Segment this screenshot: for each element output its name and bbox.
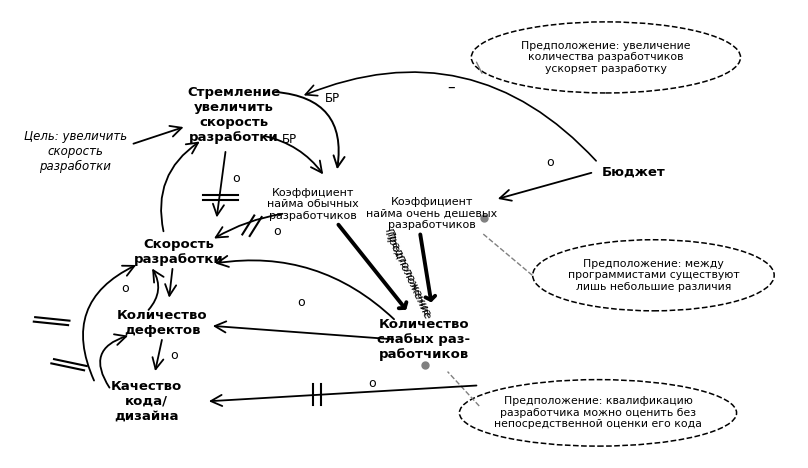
Text: БР: БР (325, 92, 340, 105)
Text: Бюджет: Бюджет (602, 166, 666, 179)
Text: о: о (233, 173, 240, 185)
Text: Качество
кода/
дизайна: Качество кода/ дизайна (111, 380, 183, 423)
Text: о: о (273, 225, 281, 238)
Text: БР: БР (282, 133, 297, 146)
Text: Предположение: между
программистами существуют
лишь небольшие различия: Предположение: между программистами суще… (567, 259, 739, 292)
Text: Предположение: Предположение (383, 227, 433, 319)
Text: Количество
дефектов: Количество дефектов (117, 309, 208, 337)
Text: Количество
слабых раз-
работчиков: Количество слабых раз- работчиков (377, 318, 470, 361)
Text: Цель: увеличить
скорость
разработки: Цель: увеличить скорость разработки (23, 130, 127, 173)
Text: Коэффициент
найма обычных
разработчиков: Коэффициент найма обычных разработчиков (267, 188, 359, 221)
Text: –: – (448, 80, 456, 95)
Text: Коэффициент
найма очень дешевых
разработчиков: Коэффициент найма очень дешевых разработ… (366, 197, 498, 230)
Text: Предположение: Предположение (383, 229, 433, 321)
Text: о: о (368, 377, 377, 389)
Text: о: о (170, 350, 179, 363)
Text: Скорость
разработки: Скорость разработки (133, 238, 223, 266)
Text: о: о (547, 156, 554, 169)
Text: о: о (121, 282, 129, 295)
Text: о: о (297, 296, 305, 309)
Text: Предположение: квалификацию
разработчика можно оценить без
непосредственной оцен: Предположение: квалификацию разработчика… (494, 396, 702, 430)
Text: Предположение: увеличение
количества разработчиков
ускоряет разработку: Предположение: увеличение количества раз… (521, 41, 691, 74)
Text: Стремление
увеличить
скорость
разработки: Стремление увеличить скорость разработки (187, 86, 280, 144)
